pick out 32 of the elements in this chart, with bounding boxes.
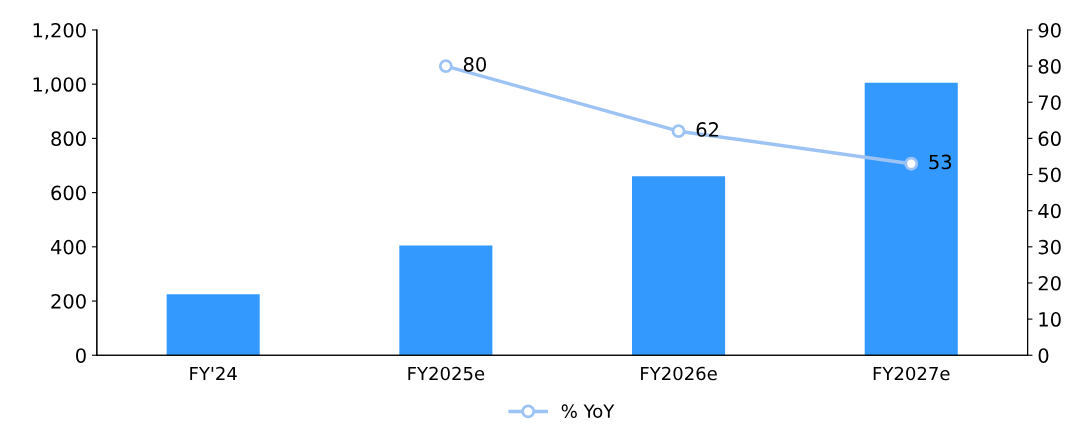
- data-label: 53: [929, 154, 952, 170]
- y2-tick-label: 10: [1039, 312, 1061, 327]
- data-label: 80: [463, 57, 486, 72]
- y2-tick-label: 90: [1038, 22, 1061, 38]
- x-tick-label: FY'24: [190, 366, 237, 381]
- point: [671, 124, 686, 139]
- y2-tick-label: 0: [1038, 348, 1049, 363]
- y-tick-label: 600: [51, 185, 86, 201]
- y2-tick-label: 50: [1038, 167, 1061, 183]
- point: [904, 156, 919, 171]
- x-tick-label: FY2026e: [641, 366, 717, 381]
- y-tick-label: 0: [76, 348, 86, 363]
- bar: [864, 82, 958, 356]
- y-tick-label: 200: [51, 293, 86, 309]
- bar: [632, 176, 726, 356]
- y-tick-label: 800: [51, 131, 86, 147]
- y2-tick-label: 40: [1038, 203, 1061, 219]
- x-tick-label: FY2027e: [873, 366, 950, 381]
- point: [438, 59, 453, 74]
- bar: [399, 245, 493, 356]
- y-tick-label: 400: [50, 239, 86, 255]
- y-tick-label: 1,000: [33, 77, 86, 94]
- data-label: 62: [696, 122, 719, 137]
- y2-tick-label: 60: [1038, 131, 1061, 147]
- x-tick-label: FY2025e: [408, 366, 485, 381]
- y-tick-label: 1,200: [33, 22, 86, 40]
- y2-tick-label: 30: [1038, 239, 1061, 255]
- y2-tick-label: 80: [1038, 59, 1061, 74]
- bar: [166, 294, 260, 356]
- y2-tick-label: 70: [1038, 95, 1061, 110]
- legend-label: % YoY: [561, 404, 615, 418]
- y2-tick-label: 20: [1038, 275, 1061, 291]
